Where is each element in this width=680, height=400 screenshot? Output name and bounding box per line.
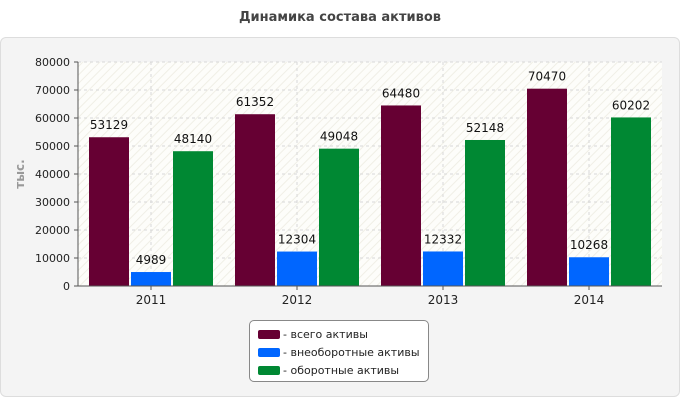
bar [277, 251, 317, 286]
legend-swatch-current [258, 365, 280, 375]
data-label: 61352 [236, 95, 274, 109]
data-label: 48140 [174, 132, 212, 146]
bar [89, 137, 129, 286]
data-label: 4989 [136, 253, 167, 267]
y-tick-label: 30000 [35, 196, 70, 209]
legend-item-current: - оборотные активы [258, 361, 428, 379]
legend-swatch-noncurrent [258, 347, 280, 357]
bar [319, 148, 359, 286]
bar [423, 251, 463, 286]
data-label: 12332 [424, 232, 462, 246]
legend-item-noncurrent: - внеоборотные активы [258, 343, 428, 361]
data-label: 60202 [612, 98, 650, 112]
legend-swatch-total [258, 329, 280, 339]
legend: - всего активы - внеоборотные активы - о… [249, 320, 429, 382]
x-tick-label: 2013 [428, 293, 459, 307]
data-label: 64480 [382, 86, 420, 100]
y-tick-label: 70000 [35, 84, 70, 97]
chart-title: Динамика состава активов [238, 10, 442, 25]
data-label: 49048 [320, 130, 358, 144]
bar [235, 114, 275, 286]
y-tick-label: 60000 [35, 112, 70, 125]
x-tick-label: 2012 [282, 293, 313, 307]
y-tick-label: 50000 [35, 140, 70, 153]
legend-item-total: - всего активы [258, 325, 428, 343]
bar [465, 139, 505, 286]
y-axis-label: тыс. [13, 159, 27, 188]
legend-label-noncurrent: - внеоборотные активы [283, 345, 420, 359]
bar [131, 272, 171, 286]
data-label: 10268 [570, 238, 608, 252]
data-label: 52148 [466, 121, 504, 135]
y-tick-label: 0 [63, 280, 70, 293]
x-tick-label: 2014 [574, 293, 605, 307]
data-label: 12304 [278, 233, 316, 247]
bar [173, 151, 213, 286]
y-tick-label: 80000 [35, 56, 70, 69]
data-label: 70470 [528, 70, 566, 84]
legend-label-total: - всего активы [283, 327, 368, 341]
data-label: 53129 [90, 118, 128, 132]
x-tick-label: 2011 [136, 293, 167, 307]
bar [381, 105, 421, 287]
legend-label-current: - оборотные активы [283, 363, 400, 377]
bar [569, 257, 609, 286]
bar [611, 117, 651, 286]
y-tick-label: 40000 [35, 168, 70, 181]
y-tick-label: 10000 [35, 252, 70, 265]
bar [527, 88, 567, 287]
y-tick-label: 20000 [35, 224, 70, 237]
